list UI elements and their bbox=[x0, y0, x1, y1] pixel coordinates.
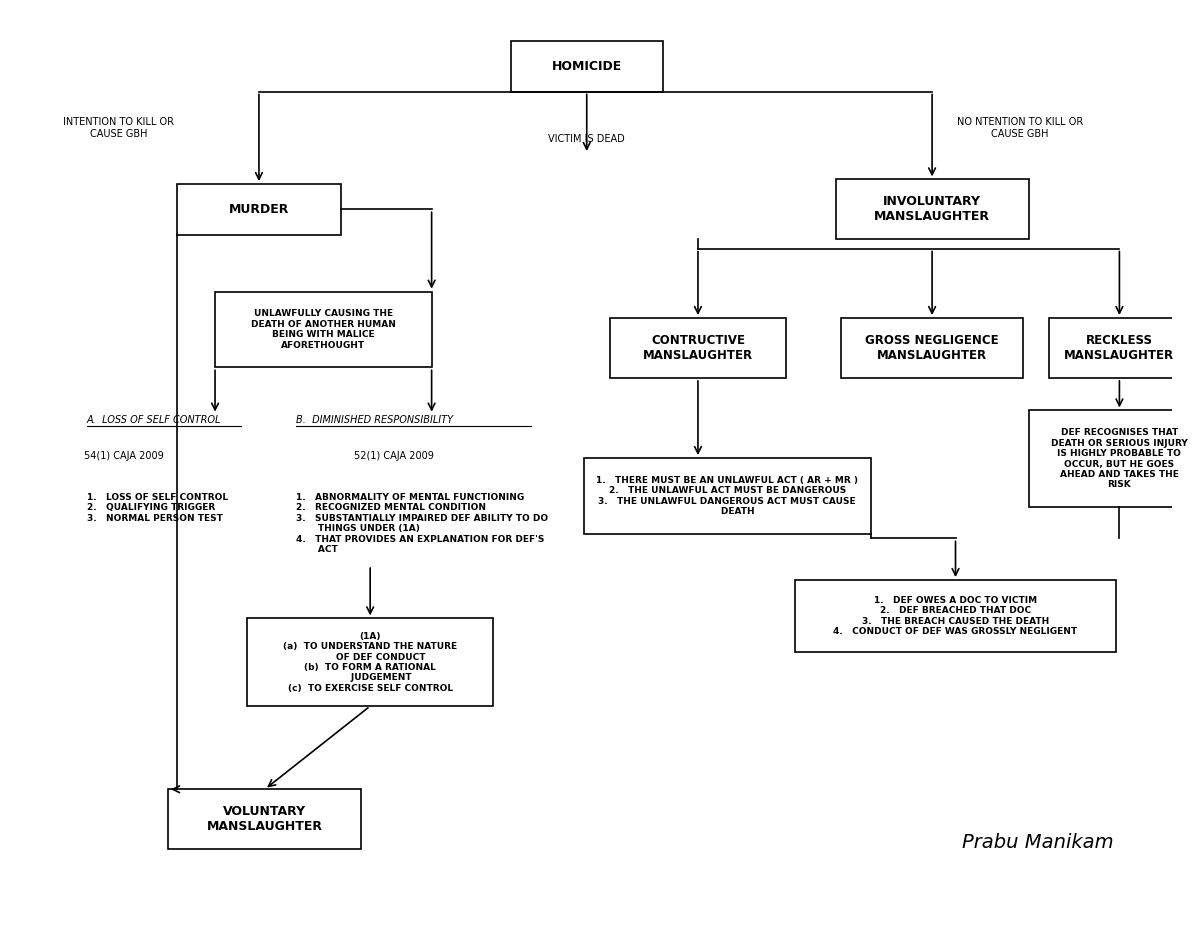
FancyBboxPatch shape bbox=[794, 580, 1116, 652]
FancyBboxPatch shape bbox=[610, 318, 786, 378]
Text: UNLAWFULLY CAUSING THE
DEATH OF ANOTHER HUMAN
BEING WITH MALICE
AFORETHOUGHT: UNLAWFULLY CAUSING THE DEATH OF ANOTHER … bbox=[251, 310, 396, 349]
Text: VICTIM IS DEAD: VICTIM IS DEAD bbox=[548, 133, 625, 144]
FancyBboxPatch shape bbox=[247, 618, 493, 706]
Text: CONTRUCTIVE
MANSLAUGHTER: CONTRUCTIVE MANSLAUGHTER bbox=[643, 334, 754, 362]
Text: NO NTENTION TO KILL OR
CAUSE GBH: NO NTENTION TO KILL OR CAUSE GBH bbox=[956, 117, 1084, 138]
FancyBboxPatch shape bbox=[176, 184, 341, 235]
FancyBboxPatch shape bbox=[168, 789, 361, 849]
FancyBboxPatch shape bbox=[841, 318, 1022, 378]
Text: VOLUNTARY
MANSLAUGHTER: VOLUNTARY MANSLAUGHTER bbox=[206, 806, 323, 833]
Text: INVOLUNTARY
MANSLAUGHTER: INVOLUNTARY MANSLAUGHTER bbox=[874, 196, 990, 223]
Text: A.  LOSS OF SELF CONTROL: A. LOSS OF SELF CONTROL bbox=[86, 415, 221, 425]
Text: RECKLESS
MANSLAUGHTER: RECKLESS MANSLAUGHTER bbox=[1064, 334, 1175, 362]
Text: 1.   THERE MUST BE AN UNLAWFUL ACT ( AR + MR )
2.   THE UNLAWFUL ACT MUST BE DAN: 1. THERE MUST BE AN UNLAWFUL ACT ( AR + … bbox=[596, 476, 858, 516]
Text: MURDER: MURDER bbox=[229, 203, 289, 216]
Text: INTENTION TO KILL OR
CAUSE GBH: INTENTION TO KILL OR CAUSE GBH bbox=[62, 117, 174, 138]
FancyBboxPatch shape bbox=[511, 41, 662, 92]
Text: 1.   ABNORMALITY OF MENTAL FUNCTIONING
2.   RECOGNIZED MENTAL CONDITION
3.   SUB: 1. ABNORMALITY OF MENTAL FUNCTIONING 2. … bbox=[296, 493, 548, 554]
FancyBboxPatch shape bbox=[215, 292, 432, 367]
FancyBboxPatch shape bbox=[1049, 318, 1189, 378]
FancyBboxPatch shape bbox=[1028, 411, 1200, 507]
Text: 1.   LOSS OF SELF CONTROL
2.   QUALIFYING TRIGGER
3.   NORMAL PERSON TEST: 1. LOSS OF SELF CONTROL 2. QUALIFYING TR… bbox=[86, 493, 228, 523]
Text: B.  DIMINISHED RESPONSIBILITY: B. DIMINISHED RESPONSIBILITY bbox=[296, 415, 454, 425]
FancyBboxPatch shape bbox=[584, 458, 871, 534]
Text: DEF RECOGNISES THAT
DEATH OR SERIOUS INJURY
IS HIGHLY PROBABLE TO
OCCUR, BUT HE : DEF RECOGNISES THAT DEATH OR SERIOUS INJ… bbox=[1051, 428, 1188, 489]
Text: Prabu Manikam: Prabu Manikam bbox=[962, 833, 1114, 852]
Text: 52(1) CAJA 2009: 52(1) CAJA 2009 bbox=[354, 451, 433, 462]
Text: HOMICIDE: HOMICIDE bbox=[552, 59, 622, 72]
Text: (1A)
(a)  TO UNDERSTAND THE NATURE
       OF DEF CONDUCT
(b)  TO FORM A RATIONAL: (1A) (a) TO UNDERSTAND THE NATURE OF DEF… bbox=[283, 631, 457, 692]
Text: 1.   DEF OWES A DOC TO VICTIM
2.   DEF BREACHED THAT DOC
3.   THE BREACH CAUSED : 1. DEF OWES A DOC TO VICTIM 2. DEF BREAC… bbox=[834, 596, 1078, 636]
Text: 54(1) CAJA 2009: 54(1) CAJA 2009 bbox=[84, 451, 164, 462]
FancyBboxPatch shape bbox=[835, 179, 1028, 239]
Text: GROSS NEGLIGENCE
MANSLAUGHTER: GROSS NEGLIGENCE MANSLAUGHTER bbox=[865, 334, 998, 362]
